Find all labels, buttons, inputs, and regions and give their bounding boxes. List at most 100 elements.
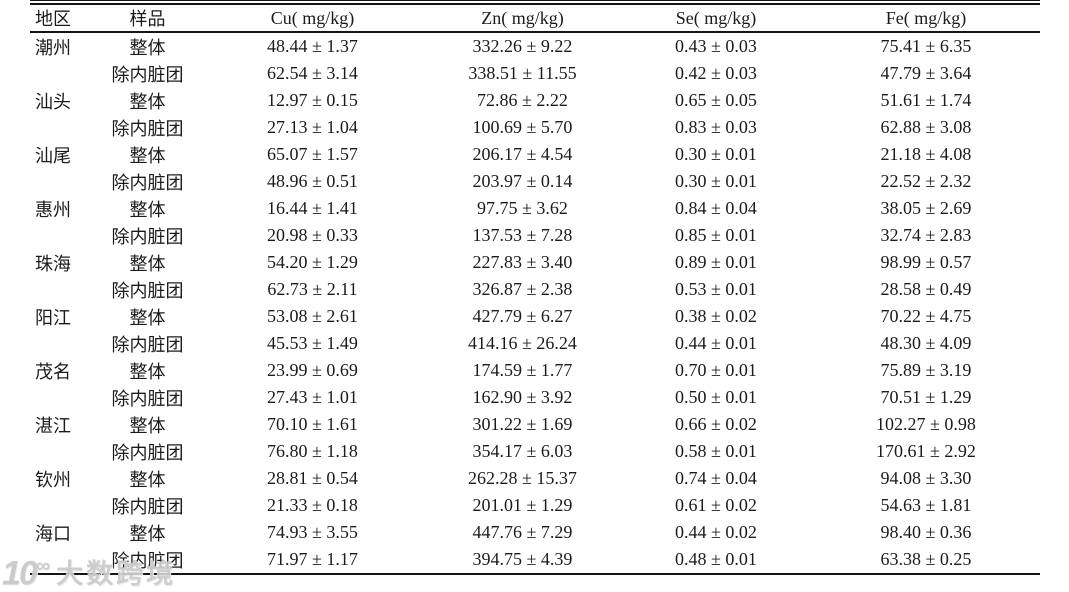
cell-se: 0.89 ± 0.01 xyxy=(675,252,757,272)
cell-cu: 12.97 ± 0.15 xyxy=(267,90,358,110)
table-row: 茂名 整体 23.99 ± 0.69 174.59 ± 1.77 0.70 ± 0.01… xyxy=(30,357,1040,384)
cell-region xyxy=(30,330,95,357)
cell-region: 海口 xyxy=(35,523,71,544)
cell-sample: 整体 xyxy=(129,91,166,112)
cell-zn: 414.16 ± 26.24 xyxy=(468,333,577,353)
column-header: 样品 xyxy=(95,5,200,33)
header-row: 地区 样品 Cu( mg/kg) Zn( mg/kg) Se( mg/kg) Fe( mg… xyxy=(30,5,1040,33)
table-row: 汕头 整体 12.97 ± 0.15 72.86 ± 2.22 0.65 ± 0.05 5… xyxy=(30,87,1040,114)
cell-cu: 27.43 ± 1.01 xyxy=(267,387,358,407)
cell-sample: 整体 xyxy=(129,199,166,220)
cell-cu: 45.53 ± 1.49 xyxy=(267,333,358,353)
cell-region xyxy=(30,114,95,141)
cell-se: 0.74 ± 0.04 xyxy=(675,468,757,488)
cell-region: 潮州 xyxy=(35,37,71,58)
table-row: 除内脏团 20.98 ± 0.33 137.53 ± 7.28 0.85 ± 0.01… xyxy=(30,222,1040,249)
cell-region: 钦州 xyxy=(35,469,71,490)
cell-zn: 227.83 ± 3.40 xyxy=(472,252,573,272)
element-content-table: 地区 样品 Cu( mg/kg) Zn( mg/kg) Se( mg/kg) Fe( mg… xyxy=(30,5,1040,575)
cell-cu: 23.99 ± 0.69 xyxy=(267,360,358,380)
cell-fe: 28.58 ± 0.49 xyxy=(880,279,972,299)
cell-se: 0.58 ± 0.01 xyxy=(675,441,757,461)
cell-cu: 71.97 ± 1.17 xyxy=(267,549,358,569)
cell-cu: 74.93 ± 3.55 xyxy=(267,522,358,542)
cell-cu: 62.73 ± 2.11 xyxy=(267,279,358,299)
cell-fe: 32.74 ± 2.83 xyxy=(880,225,972,245)
cell-fe: 51.61 ± 1.74 xyxy=(880,90,972,110)
cell-cu: 21.33 ± 0.18 xyxy=(267,495,358,515)
cell-region: 湛江 xyxy=(35,415,71,436)
cell-zn: 174.59 ± 1.77 xyxy=(472,360,573,380)
cell-zn: 301.22 ± 1.69 xyxy=(472,414,573,434)
cell-fe: 98.99 ± 0.57 xyxy=(880,252,972,272)
column-header: Fe( mg/kg) xyxy=(812,5,1040,33)
column-header: 地区 xyxy=(30,5,95,33)
table-row: 除内脏团 62.54 ± 3.14 338.51 ± 11.55 0.42 ± 0.0… xyxy=(30,60,1040,87)
cell-se: 0.65 ± 0.05 xyxy=(675,90,757,110)
cell-se: 0.38 ± 0.02 xyxy=(675,306,757,326)
cell-fe: 38.05 ± 2.69 xyxy=(880,198,972,218)
cell-region: 汕尾 xyxy=(35,145,71,166)
cell-se: 0.61 ± 0.02 xyxy=(675,495,757,515)
cell-sample: 除内脏团 xyxy=(111,226,184,247)
cell-sample: 整体 xyxy=(129,145,166,166)
cell-cu: 65.07 ± 1.57 xyxy=(267,144,358,164)
table-top-rule xyxy=(30,0,1040,5)
cell-se: 0.42 ± 0.03 xyxy=(675,63,757,83)
cell-zn: 72.86 ± 2.22 xyxy=(477,90,568,110)
cell-se: 0.30 ± 0.01 xyxy=(675,171,757,191)
cell-cu: 76.80 ± 1.18 xyxy=(267,441,358,461)
cell-sample: 除内脏团 xyxy=(111,496,184,517)
cell-fe: 63.38 ± 0.25 xyxy=(880,549,972,569)
cell-region xyxy=(30,222,95,249)
cell-sample: 整体 xyxy=(129,415,166,436)
cell-zn: 394.75 ± 4.39 xyxy=(472,549,573,569)
cell-sample: 除内脏团 xyxy=(111,388,184,409)
cell-zn: 354.17 ± 6.03 xyxy=(472,441,573,461)
cell-zn: 97.75 ± 3.62 xyxy=(477,198,568,218)
cell-sample: 除内脏团 xyxy=(111,550,184,571)
cell-se: 0.48 ± 0.01 xyxy=(675,549,757,569)
cell-sample: 除内脏团 xyxy=(111,280,184,301)
cell-sample: 除内脏团 xyxy=(111,442,184,463)
cell-cu: 54.20 ± 1.29 xyxy=(267,252,358,272)
cell-region: 汕头 xyxy=(35,91,71,112)
cell-cu: 20.98 ± 0.33 xyxy=(267,225,358,245)
cell-zn: 137.53 ± 7.28 xyxy=(472,225,573,245)
cell-cu: 48.44 ± 1.37 xyxy=(267,36,358,56)
table-row: 湛江 整体 70.10 ± 1.61 301.22 ± 1.69 0.66 ± 0.02… xyxy=(30,411,1040,438)
table-row: 钦州 整体 28.81 ± 0.54 262.28 ± 15.37 0.74 ± 0.0… xyxy=(30,465,1040,492)
cell-zn: 326.87 ± 2.38 xyxy=(472,279,573,299)
cell-se: 0.53 ± 0.01 xyxy=(675,279,757,299)
cell-zn: 338.51 ± 11.55 xyxy=(468,63,577,83)
cell-cu: 53.08 ± 2.61 xyxy=(267,306,358,326)
column-header: Cu( mg/kg) xyxy=(200,5,425,33)
cell-zn: 206.17 ± 4.54 xyxy=(472,144,573,164)
cell-se: 0.66 ± 0.02 xyxy=(675,414,757,434)
cell-cu: 62.54 ± 3.14 xyxy=(267,63,358,83)
cell-zn: 201.01 ± 1.29 xyxy=(472,495,573,515)
cell-sample: 整体 xyxy=(129,361,166,382)
cell-fe: 98.40 ± 0.36 xyxy=(880,522,972,542)
table-row: 汕尾 整体 65.07 ± 1.57 206.17 ± 4.54 0.30 ± 0.01… xyxy=(30,141,1040,168)
cell-region: 惠州 xyxy=(35,199,71,220)
column-header: Zn( mg/kg) xyxy=(425,5,620,33)
cell-fe: 21.18 ± 4.08 xyxy=(880,144,972,164)
table-row: 惠州 整体 16.44 ± 1.41 97.75 ± 3.62 0.84 ± 0.04 3… xyxy=(30,195,1040,222)
cell-zn: 162.90 ± 3.92 xyxy=(472,387,573,407)
cell-region: 阳江 xyxy=(35,307,71,328)
cell-region xyxy=(30,438,95,465)
table-row: 潮州 整体 48.44 ± 1.37 332.26 ± 9.22 0.43 ± 0.03… xyxy=(30,32,1040,60)
cell-region xyxy=(30,546,95,574)
table-row: 阳江 整体 53.08 ± 2.61 427.79 ± 6.27 0.38 ± 0.02… xyxy=(30,303,1040,330)
cell-sample: 除内脏团 xyxy=(111,118,184,139)
cell-region: 茂名 xyxy=(35,361,71,382)
cell-fe: 22.52 ± 2.32 xyxy=(880,171,972,191)
cell-sample: 整体 xyxy=(129,469,166,490)
cell-zn: 427.79 ± 6.27 xyxy=(472,306,573,326)
cell-se: 0.30 ± 0.01 xyxy=(675,144,757,164)
cell-sample: 除内脏团 xyxy=(111,172,184,193)
cell-region: 珠海 xyxy=(35,253,71,274)
cell-zn: 203.97 ± 0.14 xyxy=(472,171,573,191)
cell-fe: 54.63 ± 1.81 xyxy=(880,495,972,515)
